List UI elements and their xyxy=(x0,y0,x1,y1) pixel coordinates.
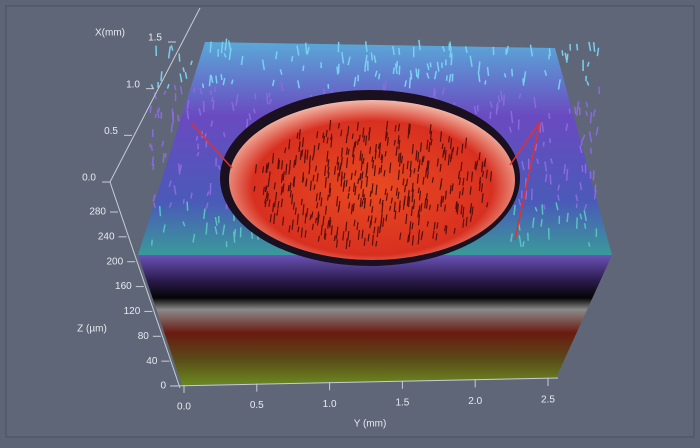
spike xyxy=(567,169,568,181)
spike xyxy=(450,50,451,57)
spike xyxy=(589,242,590,246)
spike xyxy=(577,44,578,51)
spike xyxy=(446,75,447,80)
spike xyxy=(478,105,479,111)
tick-label: 80 xyxy=(138,331,150,342)
spike xyxy=(247,119,248,129)
spike xyxy=(337,67,338,75)
tick-label: 0.5 xyxy=(104,126,118,137)
spike xyxy=(512,69,513,77)
spike xyxy=(371,53,372,61)
spike xyxy=(490,112,491,119)
spike xyxy=(537,159,538,164)
tick-label: 200 xyxy=(106,256,123,267)
spike xyxy=(163,153,164,163)
front-face xyxy=(138,255,612,385)
spike xyxy=(416,68,417,77)
spike xyxy=(496,104,497,115)
spike xyxy=(523,241,524,247)
spike xyxy=(178,115,179,121)
spike xyxy=(549,113,550,119)
spike xyxy=(562,50,563,56)
spike xyxy=(151,145,152,151)
spike xyxy=(575,107,576,114)
spike xyxy=(216,76,217,84)
spike xyxy=(504,94,505,105)
spike xyxy=(210,42,211,53)
spike xyxy=(160,206,161,216)
spike xyxy=(276,51,277,59)
spike xyxy=(187,202,188,211)
tick-label: 120 xyxy=(124,306,141,317)
spike xyxy=(595,185,596,192)
spike xyxy=(172,109,173,121)
tick-label: 1.0 xyxy=(126,79,140,90)
spike xyxy=(306,43,307,54)
tick-label: 1.5 xyxy=(148,33,162,44)
tick-label: 0.0 xyxy=(82,173,96,184)
spike xyxy=(418,69,419,79)
surface xyxy=(138,39,612,385)
spike xyxy=(577,107,578,115)
tick-label: 0.5 xyxy=(250,400,264,411)
spike xyxy=(397,61,398,68)
spike xyxy=(150,106,151,113)
spike xyxy=(179,54,180,62)
spike xyxy=(221,74,222,80)
spike xyxy=(544,204,545,209)
spike xyxy=(212,97,213,102)
tick-label: 280 xyxy=(89,207,106,218)
spike xyxy=(591,148,592,154)
tick-label: 40 xyxy=(146,356,158,367)
tick-label: 2.0 xyxy=(468,396,482,407)
chart: 0.0 0.5 1.0 1.5 2.0 2.5 0 40 80 120 160 200 240 280 0.… xyxy=(0,0,700,443)
tick-label: 160 xyxy=(115,281,132,292)
spike xyxy=(582,165,583,172)
spike xyxy=(203,84,204,88)
spike xyxy=(255,93,256,99)
spike xyxy=(410,77,411,88)
spike xyxy=(585,223,586,228)
spike xyxy=(541,219,542,227)
x-axis-label: X(mm) xyxy=(95,28,125,39)
tick-label: 0 xyxy=(160,381,166,392)
spike xyxy=(303,66,304,71)
tick-label: 240 xyxy=(98,231,115,242)
tick-label: 1.0 xyxy=(323,399,337,410)
spike xyxy=(567,213,568,222)
spike xyxy=(485,80,486,84)
y-axis-label: Y (mm) xyxy=(354,419,387,430)
spike xyxy=(399,48,400,55)
spike xyxy=(171,123,172,132)
spike xyxy=(292,56,293,62)
spike xyxy=(550,174,551,184)
spike xyxy=(365,61,366,72)
spike xyxy=(196,136,197,141)
spike xyxy=(526,191,527,200)
spike xyxy=(591,112,592,123)
spike xyxy=(183,199,184,204)
z-axis-label: Z (µm) xyxy=(77,324,107,335)
spike xyxy=(393,67,394,73)
spike xyxy=(161,71,162,81)
spike xyxy=(550,138,551,143)
spike xyxy=(594,42,595,52)
spike xyxy=(213,100,214,110)
tick-label: 0.0 xyxy=(177,402,191,413)
spike xyxy=(269,92,270,97)
spike xyxy=(206,223,207,235)
spike xyxy=(155,114,156,118)
spike xyxy=(235,229,236,237)
spike xyxy=(191,193,192,199)
spike xyxy=(252,232,253,239)
spike xyxy=(549,48,550,56)
spike xyxy=(379,74,380,80)
spike xyxy=(451,53,452,65)
tick-label: 2.5 xyxy=(541,395,555,406)
spike xyxy=(267,93,268,104)
spike xyxy=(179,164,180,175)
tick-label: 1.5 xyxy=(395,397,409,408)
